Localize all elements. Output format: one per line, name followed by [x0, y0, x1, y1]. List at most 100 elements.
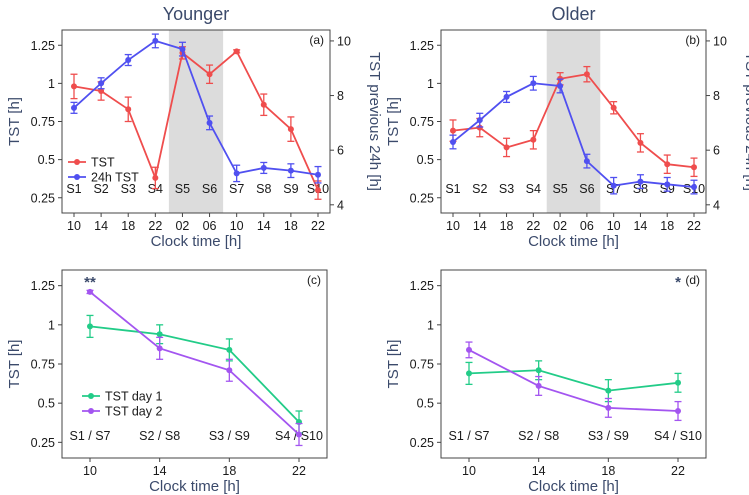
panel-b-tst-point: [691, 164, 697, 171]
panel-d-tst-day-2-point: [675, 408, 681, 414]
panel-c-ytick-label: 0.25: [31, 436, 55, 450]
panel-b-y2tick-label: 8: [713, 89, 720, 103]
panel-c-xtick-label: 14: [153, 464, 167, 478]
panel-c-panel-label: (c): [307, 273, 321, 287]
panel-d-xtick-label: 18: [601, 464, 615, 478]
panel-b-24h-tst-point: [557, 82, 564, 89]
panel-b-session-label: S6: [579, 182, 594, 196]
panel-d-ytick-label: 0.75: [410, 358, 434, 372]
panel-b-session-label: S3: [499, 182, 514, 196]
panel-b-xtick-label: 02: [553, 219, 567, 233]
panel-b-24h-tst-point: [691, 184, 697, 191]
panel-a-ytick-label: 0.5: [38, 153, 55, 167]
panel-b-ytick-label: 0.5: [417, 153, 434, 167]
panel-d-tst-day-2-point: [605, 404, 612, 411]
panel-a-legend-label: TST: [91, 156, 115, 170]
panel-c-xtick-label: 10: [83, 464, 97, 478]
panel-b-xlabel: Clock time [h]: [528, 233, 619, 250]
panel-a-session-label: S9: [283, 182, 298, 196]
panel-c-tst-day-2-point: [156, 345, 163, 352]
panel-a-xtick-label: 14: [94, 219, 108, 233]
panel-b-24h-tst-point: [583, 158, 590, 165]
panel-a-tst-point: [125, 106, 132, 113]
panel-c-session-pair-label: S1 / S7: [70, 429, 111, 443]
panel-a-ytick-label: 1.25: [31, 39, 55, 53]
panel-c-legend-label: TST day 2: [105, 405, 162, 419]
panel-b-24h-tst-point: [450, 138, 456, 145]
panel-d-tst-day-2-line: [468, 349, 679, 412]
panel-a-24h-tst-point: [233, 170, 240, 177]
panel-a-session-label: S1: [66, 182, 81, 196]
panel-d-tst-day-1-point: [535, 367, 542, 374]
panel-b-session-label: S5: [552, 182, 567, 196]
panel-d-session-pair-label: S2 / S8: [518, 429, 559, 443]
panel-a-y2tick-label: 10: [337, 34, 351, 48]
panel-a-24h-tst-line: [73, 39, 319, 176]
panel-a-legend-label: 24h TST: [91, 171, 139, 185]
panel-a-tst-point: [315, 187, 321, 194]
panel-b-24h-tst-line: [452, 82, 695, 188]
panel-d-session-pair-label: S3 / S9: [588, 429, 629, 443]
panel-a-tst-point: [260, 101, 267, 108]
panel-d-ylabel: TST [h]: [385, 340, 402, 389]
panel-a-xtick-label: 06: [203, 219, 217, 233]
panel-a-ytick-label: 1: [48, 77, 55, 91]
panel-a-session-label: S8: [256, 182, 271, 196]
panel-b-24h-tst-point: [637, 178, 644, 185]
panel-b-ytick-label: 0.75: [410, 115, 434, 129]
panel-b-y2tick-label: 6: [713, 144, 720, 158]
panel-c-legend-marker: [88, 408, 94, 414]
panel-a-tst-point: [98, 88, 105, 94]
panel-b-tst-point: [664, 161, 671, 168]
panel-a-xtick-label: 10: [230, 219, 244, 233]
panel-a-y2tick-label: 8: [337, 89, 344, 103]
panel-c-xtick-label: 18: [222, 464, 236, 478]
panel-a-tst-point: [206, 71, 213, 78]
panel-a-tst-point: [233, 48, 240, 55]
panel-b-24h-tst-point: [610, 182, 617, 189]
panel-a-legend-marker: [74, 174, 80, 180]
panel-a-xtick-label: 18: [121, 219, 135, 233]
panel-b-xtick-label: 22: [526, 219, 540, 233]
panel-a-tst-point: [71, 83, 77, 90]
panel-d-tst-day-2-point: [535, 382, 542, 389]
panel-d-xtick-label: 22: [671, 464, 685, 478]
panel-c-xtick-label: 22: [292, 464, 306, 478]
panel-a-24h-tst-point: [125, 57, 132, 64]
panel-c-legend-label: TST day 1: [105, 390, 162, 404]
panel-a-24h-tst-point: [71, 104, 77, 111]
panel-c-ytick-label: 0.5: [38, 397, 55, 411]
panel-d-ytick-label: 0.5: [417, 397, 434, 411]
panel-d-ytick-label: 0.25: [410, 436, 434, 450]
panel-c-significance-marker: **: [84, 274, 96, 291]
panel-b-tst-point: [450, 127, 456, 134]
panel-b-session-label: S1: [445, 182, 460, 196]
panel-a-xtick-label: 14: [257, 219, 271, 233]
panel-b-xtick-label: 18: [660, 219, 674, 233]
panel-d-xlabel: Clock time [h]: [528, 478, 619, 495]
panel-a-24h-tst-point: [206, 119, 213, 126]
panel-c-tst-day-2-point: [296, 431, 302, 438]
panel-b-ytick-label: 1.25: [410, 39, 434, 53]
panel-d-xtick-label: 10: [462, 464, 476, 478]
panel-b-tst-point: [503, 144, 510, 151]
panel-b-y2tick-label: 4: [713, 198, 720, 212]
panel-d-significance-marker: *: [675, 274, 681, 291]
panel-a-title: Younger: [163, 4, 229, 24]
panel-b-session-label: S4: [526, 182, 541, 196]
panel-b-tst-point: [583, 71, 590, 78]
panel-b-tst-point: [610, 104, 617, 111]
panel-b-session-label: S2: [472, 182, 487, 196]
panel-b-ytick-label: 0.25: [410, 191, 434, 205]
panel-a-xtick-label: 02: [175, 219, 189, 233]
panel-a-xtick-label: 22: [311, 219, 325, 233]
panel-d-ytick-label: 1.25: [410, 279, 434, 293]
panel-b-xtick-label: 10: [607, 219, 621, 233]
panel-a-xtick-label: 10: [67, 219, 81, 233]
panel-a-session-label: S2: [93, 182, 108, 196]
panel-a-ytick-label: 0.25: [31, 191, 55, 205]
panel-a-session-label: S6: [202, 182, 217, 196]
panel-b-tst-line: [452, 73, 695, 169]
panel-b-title: Older: [551, 4, 595, 24]
